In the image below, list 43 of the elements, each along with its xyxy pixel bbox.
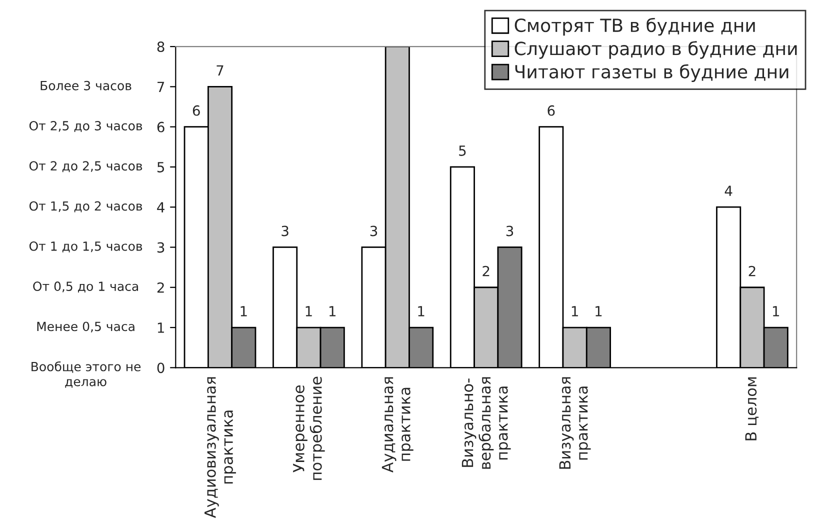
data-label: 1	[596, 306, 602, 316]
data-label: 2	[748, 266, 756, 276]
legend-label: Смотрят ТВ в будние дни	[514, 18, 755, 36]
y-tick-label: 4	[157, 202, 164, 212]
data-label: 5	[459, 146, 466, 156]
legend-label: Читают газеты в будние дни	[515, 64, 788, 82]
text: От 1 до 1,5 часов	[29, 241, 142, 252]
x-tick-label: Визуально- вербальная практика	[462, 377, 511, 469]
x-tick-label: Умеренное потребление	[293, 376, 325, 480]
data-label: 2	[482, 266, 490, 276]
x-tick-label: Визуальная практика	[559, 377, 591, 469]
legend-label: Слушают радио в будние дни	[514, 41, 797, 59]
text: Менее 0,5 часа	[37, 322, 134, 332]
data-label: 1	[418, 306, 424, 316]
data-label: 7	[216, 65, 224, 76]
data-label: 1	[329, 306, 336, 316]
data-label: 4	[724, 186, 732, 196]
data-label: 6	[192, 105, 200, 116]
text: От 1,5 до 2 часов	[29, 201, 142, 212]
data-label: 1	[572, 306, 578, 316]
y-tick-label: 2	[157, 282, 164, 293]
text: Вообще этого не делаю	[32, 361, 141, 388]
text: От 0,5 до 1 часа	[33, 282, 138, 293]
y-tick-label: 8	[157, 42, 164, 52]
y-tick-label: 5	[157, 162, 164, 172]
text: От 2,5 до 3 часов	[29, 121, 142, 132]
x-tick-label: Аудиовизуальная практика	[204, 377, 236, 518]
y-tick-label: 7	[158, 82, 164, 92]
data-label: 3	[370, 226, 378, 236]
y-tick-label: 3	[157, 242, 164, 253]
data-label: 1	[240, 306, 247, 316]
x-tick-label: В целом	[745, 377, 759, 440]
text: От 2 до 2,5 часов	[29, 161, 142, 172]
data-label: 1	[306, 306, 312, 316]
data-label: 3	[506, 226, 514, 236]
y-tick-label: 1	[158, 322, 164, 333]
data-label: 6	[548, 105, 555, 116]
text: Более 3 часов	[40, 80, 132, 90]
y-tick-label: 6	[157, 122, 164, 132]
data-label: 3	[282, 226, 288, 236]
data-label: 1	[772, 306, 780, 316]
x-tick-label: Аудиальная практика	[382, 377, 414, 473]
y-tick-label: 0	[157, 362, 164, 374]
